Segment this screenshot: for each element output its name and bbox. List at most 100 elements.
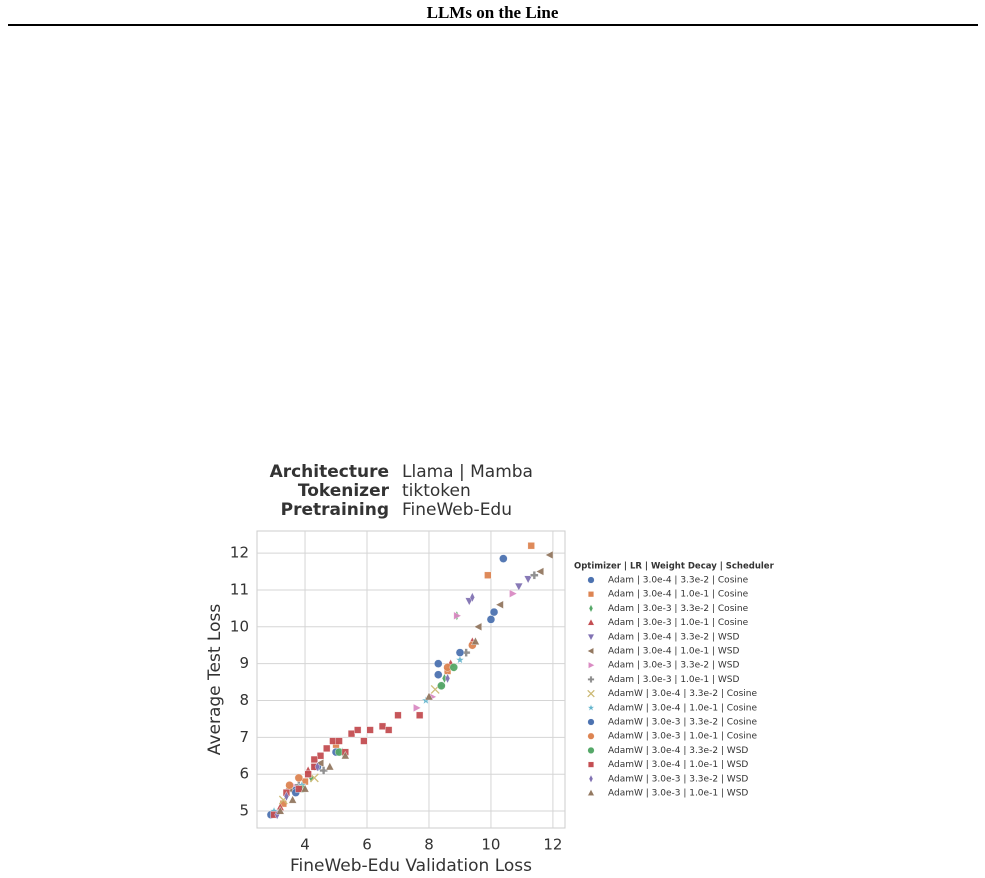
- legend-label: Adam | 3.0e-3 | 1.0e-1 | WSD: [608, 675, 740, 685]
- legend-label: Adam | 3.0e-4 | 1.0e-1 | WSD: [608, 647, 740, 657]
- info-value: Llama | Mamba: [402, 462, 533, 482]
- scatter-point: [523, 575, 533, 584]
- legend-label: Adam | 3.0e-4 | 3.3e-2 | Cosine: [608, 576, 749, 586]
- legend-label: AdamW | 3.0e-4 | 1.0e-1 | WSD: [608, 760, 748, 770]
- scatter-point: [385, 726, 393, 734]
- scatter-point: [294, 773, 304, 783]
- legend-label: AdamW | 3.0e-3 | 3.3e-2 | Cosine: [608, 718, 757, 728]
- x-tick-label: 6: [362, 836, 372, 854]
- legend-label: Adam | 3.0e-4 | 3.3e-2 | WSD: [608, 632, 740, 642]
- scatter-point: [285, 781, 294, 790]
- scatter-point: [314, 761, 321, 773]
- legend-title: Optimizer | LR | Weight Decay | Schedule…: [574, 562, 775, 572]
- legend-label: AdamW | 3.0e-3 | 1.0e-1 | WSD: [608, 789, 748, 799]
- plot-area: [256, 530, 566, 829]
- x-tick-label: 10: [481, 836, 500, 854]
- scatter-point: [544, 550, 554, 560]
- legend-marker: [587, 591, 595, 598]
- scatter-point: [499, 554, 508, 563]
- legend-label: Adam | 3.0e-4 | 1.0e-1 | Cosine: [608, 590, 749, 600]
- legend-marker: [587, 633, 595, 641]
- x-axis-label: FineWeb-Edu Validation Loss: [290, 856, 532, 876]
- y-tick-label: 11: [230, 580, 249, 598]
- legend-marker: [587, 761, 595, 768]
- scatter-point: [329, 737, 337, 745]
- legend-marker: [588, 603, 594, 613]
- scatter-point: [347, 730, 356, 738]
- legend-marker: [587, 618, 595, 626]
- y-axis-label: Average Test Loss: [205, 604, 225, 756]
- scatter-point: [514, 582, 524, 592]
- scatter-point: [527, 542, 535, 550]
- title-rule: [8, 24, 978, 26]
- x-tick-label: 8: [424, 836, 434, 854]
- scatter-point: [315, 758, 324, 768]
- scatter-point: [455, 654, 465, 665]
- scatter-point: [283, 791, 290, 802]
- scatter-point: [319, 766, 328, 775]
- scatter-point: [471, 636, 480, 645]
- info-value: tiktoken: [402, 481, 471, 501]
- legend-label: Adam | 3.0e-3 | 3.3e-2 | WSD: [608, 661, 740, 671]
- legend-label: AdamW | 3.0e-3 | 1.0e-1 | Cosine: [608, 732, 757, 742]
- legend-marker: [586, 647, 594, 655]
- legend-marker: [587, 689, 595, 698]
- legend-marker: [587, 576, 595, 584]
- y-tick-label: 8: [239, 691, 249, 709]
- scatter-point: [473, 622, 482, 632]
- legend-label: AdamW | 3.0e-4 | 1.0e-1 | Cosine: [608, 703, 757, 713]
- scatter-point: [495, 600, 504, 610]
- info-label: Tokenizer: [298, 481, 390, 501]
- scatter-point: [275, 806, 285, 815]
- scatter-point: [295, 785, 303, 793]
- scatter-point: [288, 795, 297, 804]
- scatter-point: [434, 670, 443, 679]
- scatter-point: [335, 737, 343, 745]
- scatter-point: [469, 592, 475, 603]
- scatter-point: [300, 784, 310, 793]
- scatter-point: [484, 571, 492, 579]
- scatter-point: [366, 726, 374, 734]
- scatter-point: [413, 703, 422, 713]
- scatter-point: [530, 571, 539, 580]
- scatter-point: [437, 681, 446, 690]
- scatter-point: [325, 762, 335, 771]
- y-tick-label: 7: [239, 728, 249, 746]
- scatter-point: [394, 711, 402, 719]
- legend-marker: [587, 732, 595, 740]
- legend-label: AdamW | 3.0e-4 | 3.3e-2 | Cosine: [608, 689, 757, 699]
- info-label: Architecture: [270, 462, 389, 482]
- legend-marker: [587, 788, 595, 796]
- legend-label: Adam | 3.0e-3 | 1.0e-1 | Cosine: [608, 618, 749, 628]
- scatter-point: [434, 659, 443, 668]
- scatter-point: [378, 722, 387, 730]
- scatter-point: [416, 711, 424, 719]
- scatter-point: [486, 615, 496, 624]
- legend-label: AdamW | 3.0e-3 | 3.3e-2 | WSD: [608, 774, 748, 784]
- scatter-point: [509, 589, 518, 598]
- y-tick-label: 5: [239, 802, 249, 820]
- y-tick-label: 9: [239, 654, 249, 672]
- scatter-point: [449, 663, 458, 672]
- info-label: Pretraining: [281, 500, 389, 520]
- scatter-point: [360, 737, 368, 745]
- scatter-point: [304, 770, 312, 778]
- scatter-point: [316, 752, 325, 760]
- scatter-point: [323, 744, 331, 753]
- info-value: FineWeb-Edu: [402, 500, 512, 520]
- x-tick-label: 12: [543, 836, 562, 854]
- legend-marker: [587, 675, 595, 683]
- scatter-point: [340, 750, 350, 760]
- legend-label: Adam | 3.0e-3 | 3.3e-2 | Cosine: [608, 604, 749, 614]
- y-tick-label: 12: [230, 544, 249, 562]
- x-tick-label: 4: [300, 836, 310, 854]
- legend-marker: [586, 703, 596, 712]
- legend-marker: [588, 661, 596, 669]
- page-title: LLMs on the Line: [426, 3, 559, 22]
- scatter-point: [455, 648, 465, 657]
- y-tick-label: 10: [230, 617, 249, 635]
- scatter-point: [444, 673, 451, 684]
- legend-marker: [588, 774, 594, 784]
